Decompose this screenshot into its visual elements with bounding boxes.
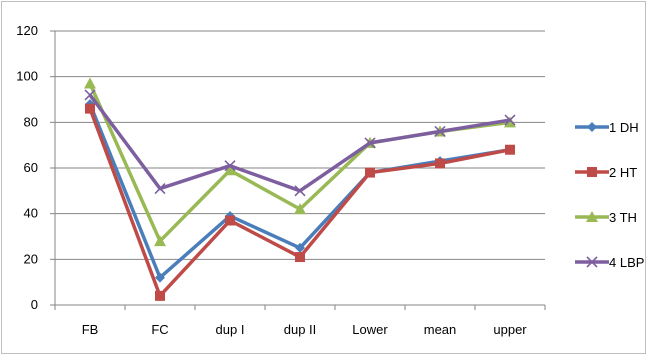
y-tick-label: 20 xyxy=(24,251,38,266)
data-point xyxy=(435,158,445,169)
legend-marker xyxy=(587,122,597,132)
marker-stroke xyxy=(84,89,96,101)
marker-stroke xyxy=(434,125,446,138)
marker-stroke xyxy=(224,160,236,172)
series-line xyxy=(88,108,511,298)
legend-label: 2 HT xyxy=(609,165,637,180)
x-tick-label: FB xyxy=(82,322,99,337)
data-point xyxy=(225,215,235,226)
series-4 xyxy=(84,89,516,197)
x-tick-label: mean xyxy=(424,322,457,337)
y-tick-label: 40 xyxy=(24,206,38,221)
marker-stroke xyxy=(504,114,516,126)
data-point xyxy=(154,182,166,195)
data-point xyxy=(434,125,446,138)
marker-stroke xyxy=(294,185,306,197)
legend: 1 DH 2 HT 3 TH 4 LBP xyxy=(575,120,644,270)
axes xyxy=(50,30,546,310)
legend-item-2: 2 HT xyxy=(575,165,637,180)
data-point xyxy=(84,89,96,101)
data-point xyxy=(155,272,165,283)
y-tick-label: 80 xyxy=(24,114,38,129)
x-tick-label: upper xyxy=(493,322,527,337)
marker-stroke xyxy=(586,256,598,268)
y-tick-label: 120 xyxy=(16,23,38,38)
data-point xyxy=(504,116,516,128)
data-point xyxy=(155,290,165,301)
data-point xyxy=(294,203,306,215)
series-group xyxy=(84,77,516,301)
y-tick-label: 60 xyxy=(24,160,38,175)
series-line xyxy=(88,93,511,193)
data-point xyxy=(224,164,236,176)
data-point xyxy=(365,167,375,178)
legend-marker xyxy=(586,256,598,268)
gridlines xyxy=(55,30,545,260)
x-axis-ticks: FB FC dup I dup II Lower mean upper xyxy=(82,322,528,337)
y-axis-ticks: 0 20 40 60 80 100 120 xyxy=(16,23,38,312)
x-tick-label: Lower xyxy=(352,322,388,337)
data-point xyxy=(294,185,306,197)
data-point xyxy=(224,160,236,172)
legend-item-1: 1 DH xyxy=(575,120,639,135)
x-tick-label: FC xyxy=(151,322,168,337)
data-point xyxy=(154,235,166,247)
data-point xyxy=(85,103,95,114)
legend-label: 1 DH xyxy=(609,120,639,135)
data-point xyxy=(364,137,376,149)
legend-item-3: 3 TH xyxy=(575,210,637,225)
legend-marker xyxy=(587,167,597,177)
y-tick-label: 0 xyxy=(31,297,38,312)
series-2 xyxy=(85,103,515,301)
marker-stroke xyxy=(154,182,166,195)
legend-marker xyxy=(586,211,598,222)
data-point xyxy=(295,242,305,253)
data-point xyxy=(504,114,516,126)
x-tick-label: dup II xyxy=(284,322,317,337)
legend-label: 3 TH xyxy=(609,210,637,225)
data-point xyxy=(505,144,515,155)
data-point xyxy=(84,77,96,89)
y-tick-label: 100 xyxy=(16,69,38,84)
legend-label: 4 LBP xyxy=(609,255,644,270)
legend-item-4: 4 LBP xyxy=(575,255,644,270)
x-tick-label: dup I xyxy=(216,322,245,337)
marker-stroke xyxy=(364,137,376,149)
data-point xyxy=(295,252,305,263)
